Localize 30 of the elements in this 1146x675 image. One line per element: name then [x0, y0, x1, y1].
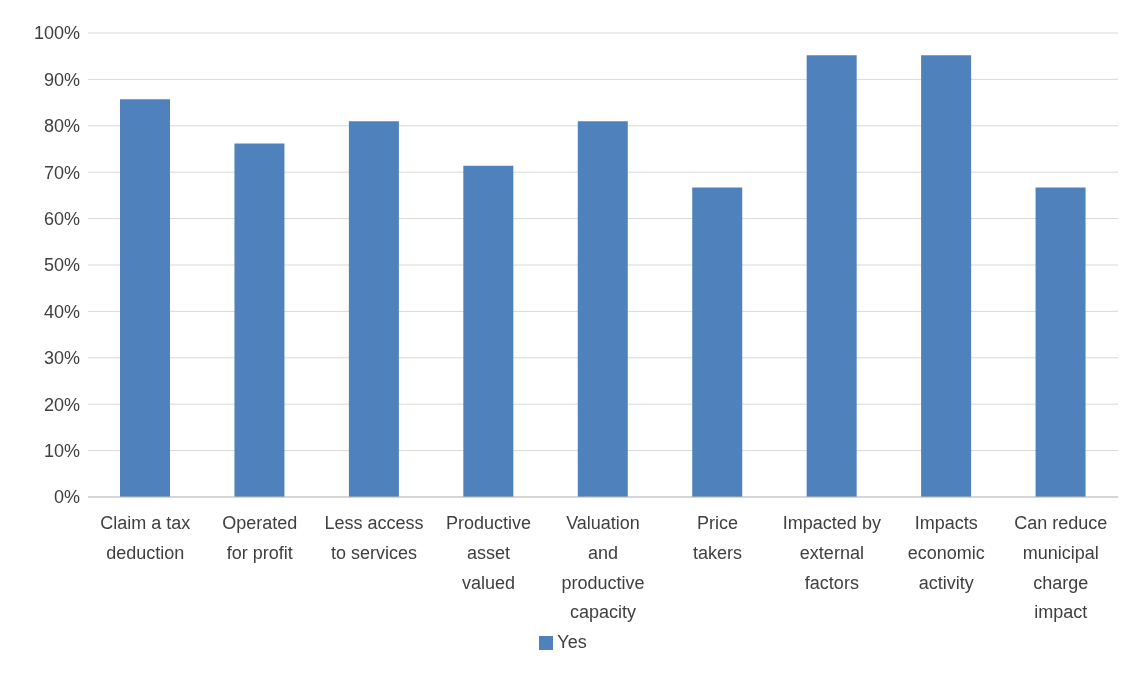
bar	[921, 55, 972, 497]
x-tick-label: Impacted by external factors	[782, 513, 881, 593]
x-tick-label: Productive asset valued	[446, 513, 532, 593]
x-tick-label: Claim a tax deduction	[100, 513, 191, 563]
x-tick-label: Operated for profit	[222, 513, 298, 563]
legend-label: Yes	[557, 632, 587, 652]
y-tick-label: 50%	[43, 255, 80, 276]
bar	[1035, 187, 1086, 497]
bar	[463, 165, 514, 497]
bar	[234, 143, 285, 497]
x-tick-label: Valuation and productive capacity	[561, 513, 645, 623]
y-tick-label: 30%	[43, 348, 80, 369]
bar	[692, 187, 743, 497]
y-tick-label: 70%	[43, 162, 80, 183]
x-tick-label: Less access to services	[324, 513, 424, 563]
y-tick-label: 100%	[33, 23, 80, 44]
y-tick-label: 40%	[43, 301, 80, 322]
y-tick-label: 20%	[43, 394, 80, 415]
x-tick-label: Price takers	[692, 513, 742, 563]
y-tick-label: 0%	[53, 487, 80, 508]
y-tick-label: 80%	[43, 116, 80, 137]
x-tick-label: Impacts economic activity	[907, 513, 985, 593]
bar	[120, 99, 170, 497]
bar	[806, 55, 857, 497]
bar	[577, 121, 628, 497]
y-tick-label: 10%	[43, 440, 80, 461]
bar	[348, 121, 399, 497]
y-tick-label: 90%	[43, 69, 80, 90]
y-tick-label: 60%	[43, 208, 80, 229]
x-tick-label: Can reduce municipal charge impact	[1014, 513, 1108, 623]
